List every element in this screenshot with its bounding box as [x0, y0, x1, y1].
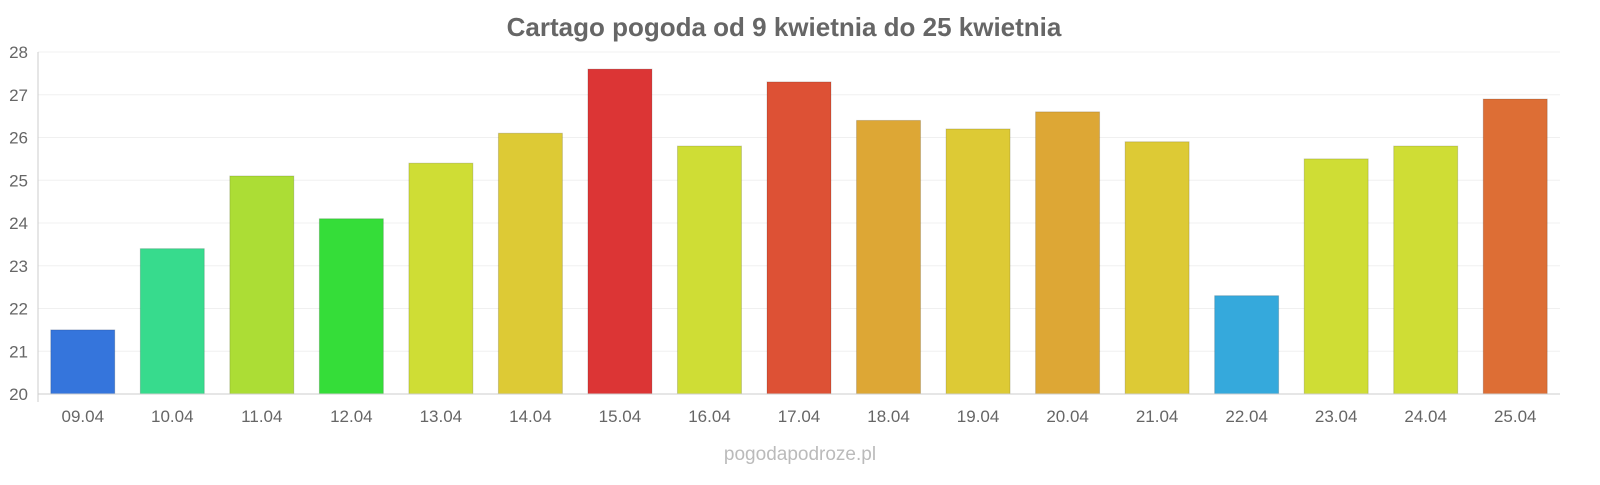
x-tick-label: 22.04	[1225, 407, 1268, 426]
x-tick-label: 17.04	[778, 407, 821, 426]
y-tick-label: 23	[9, 257, 28, 276]
y-tick-label: 24	[9, 214, 28, 233]
x-tick-label: 11.04	[241, 407, 282, 426]
bar-20.04	[1035, 111, 1101, 395]
bar-19.04	[945, 128, 1011, 395]
x-tick-label: 24.04	[1404, 407, 1447, 426]
bar-11.04	[229, 175, 295, 395]
y-tick-label: 27	[9, 86, 28, 105]
bar-24.04	[1393, 145, 1459, 395]
x-tick-label: 09.04	[61, 407, 104, 426]
bar-09.04	[50, 329, 116, 395]
chart-title: Cartago pogoda od 9 kwietnia do 25 kwiet…	[507, 12, 1062, 42]
x-tick-label: 14.04	[509, 407, 552, 426]
x-tick-label: 13.04	[420, 407, 463, 426]
bar-14.04	[497, 132, 563, 395]
bar-18.04	[856, 119, 922, 395]
y-tick-label: 25	[9, 171, 28, 190]
bar-10.04	[139, 248, 205, 395]
x-tick-label: 10.04	[151, 407, 194, 426]
y-tick-label: 26	[9, 129, 28, 148]
x-tick-label: 25.04	[1494, 407, 1537, 426]
x-tick-label: 21.04	[1136, 407, 1179, 426]
bar-12.04	[318, 218, 384, 395]
bar-15.04	[587, 68, 653, 395]
bar-21.04	[1124, 141, 1190, 395]
y-tick-label: 22	[9, 300, 28, 319]
x-tick-label: 18.04	[867, 407, 910, 426]
bar-17.04	[766, 81, 832, 395]
bar-16.04	[676, 145, 742, 395]
x-tick-label: 16.04	[688, 407, 731, 426]
bar-23.04	[1303, 158, 1369, 395]
bar-25.04	[1482, 98, 1548, 395]
y-tick-label: 20	[9, 385, 28, 404]
bar-22.04	[1214, 295, 1280, 395]
footer-watermark: pogodapodroze.pl	[724, 444, 876, 465]
y-tick-label: 21	[9, 342, 28, 361]
x-tick-label: 20.04	[1046, 407, 1089, 426]
y-tick-label: 28	[9, 43, 28, 62]
x-tick-label: 23.04	[1315, 407, 1358, 426]
x-tick-label: 19.04	[957, 407, 1000, 426]
x-tick-label: 12.04	[330, 407, 373, 426]
x-tick-label: 15.04	[599, 407, 642, 426]
bar-13.04	[408, 162, 474, 395]
